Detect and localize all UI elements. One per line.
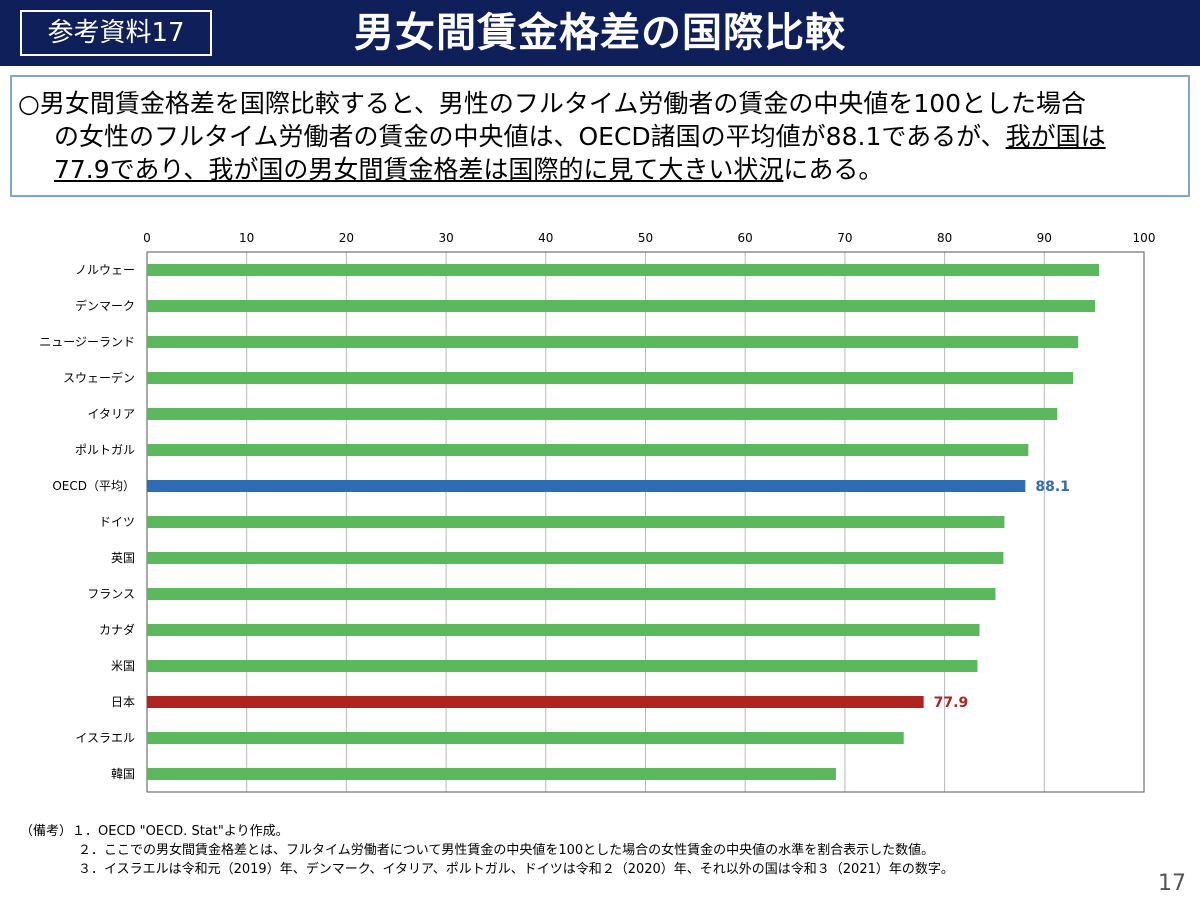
- data-label: 88.1: [1035, 479, 1070, 495]
- underlined-text: 77.9であり、我が国の男女間賃金格差は国際的に見て大きい状況: [54, 155, 784, 184]
- summary-text: ○男女間賃金格差を国際比較すると、男性のフルタイム労働者の賃金の中央値を100と…: [18, 87, 1178, 186]
- data-label: 77.9: [934, 695, 969, 711]
- category-label: ドイツ: [99, 515, 135, 529]
- x-tick-label: 100: [1133, 231, 1156, 245]
- bar: [147, 372, 1074, 384]
- category-label: イスラエル: [75, 731, 135, 745]
- bar: [147, 408, 1058, 420]
- bar: [147, 696, 924, 708]
- notes: （備考）１．OECD "OECD. Stat"より作成。 ２．ここでの男女間賃金…: [20, 822, 1180, 879]
- summary-line-1: ○男女間賃金格差を国際比較すると、男性のフルタイム労働者の賃金の中央値を100と…: [18, 89, 1087, 118]
- category-label: イタリア: [87, 407, 135, 421]
- bar: [147, 660, 978, 672]
- bar: [147, 768, 836, 780]
- bar: [147, 264, 1100, 276]
- bar: [147, 480, 1026, 492]
- bar: [147, 624, 980, 636]
- bar: [147, 552, 1004, 564]
- category-label: 米国: [111, 659, 135, 673]
- note-2: ２．ここでの男女間賃金格差とは、フルタイム労働者について男性賃金の中央値を100…: [78, 843, 935, 858]
- reference-badge: 参考資料17: [20, 10, 212, 56]
- bar: [147, 588, 996, 600]
- category-label: フランス: [87, 587, 135, 601]
- page-number: 17: [1158, 871, 1186, 896]
- category-label: スウェーデン: [63, 370, 135, 385]
- category-label: 日本: [111, 695, 135, 709]
- category-label: OECD（平均）: [52, 479, 135, 493]
- x-tick-label: 80: [937, 231, 952, 245]
- summary-line-3: 77.9であり、我が国の男女間賃金格差は国際的に見て大きい状況にある。: [54, 155, 884, 184]
- bar: [147, 336, 1079, 348]
- header-bar: 参考資料17 男女間賃金格差の国際比較: [0, 0, 1200, 66]
- category-label: ニュージーランド: [39, 335, 135, 349]
- summary-line-2: の女性のフルタイム労働者の賃金の中央値は、OECD諸国の平均値が88.1であるが…: [54, 122, 1106, 151]
- bullet-icon: ○: [18, 89, 40, 118]
- x-tick-label: 90: [1037, 231, 1052, 245]
- bar: [147, 516, 1005, 528]
- category-label: デンマーク: [75, 298, 135, 313]
- x-tick-label: 0: [143, 231, 151, 245]
- x-tick-label: 70: [837, 231, 852, 245]
- note-3: ３．イスラエルは令和元（2019）年、デンマーク、イタリア、ポルトガル、ドイツは…: [78, 862, 954, 877]
- x-tick-label: 20: [339, 231, 354, 245]
- category-label: ポルトガル: [75, 443, 135, 457]
- note-1: （備考）１．OECD "OECD. Stat"より作成。: [20, 824, 289, 839]
- x-tick-label: 30: [438, 231, 453, 245]
- bar: [147, 444, 1029, 456]
- category-label: 英国: [111, 551, 135, 565]
- page-title: 男女間賃金格差の国際比較: [354, 10, 846, 56]
- category-label: 韓国: [111, 767, 135, 781]
- summary-box: ○男女間賃金格差を国際比較すると、男性のフルタイム労働者の賃金の中央値を100と…: [10, 75, 1190, 197]
- bar: [147, 300, 1096, 312]
- underlined-text: 我が国は: [1005, 122, 1106, 151]
- x-tick-label: 10: [239, 231, 254, 245]
- bar-chart: 0 10 20 30 40 50 60 70 80 90 100 ノルウェーデンマークニュージーランド…: [39, 231, 1156, 793]
- bar: [147, 732, 904, 744]
- category-label: ノルウェー: [75, 263, 135, 277]
- x-tick-label: 40: [538, 231, 553, 245]
- category-label: カナダ: [99, 622, 135, 637]
- x-tick-label: 60: [738, 231, 753, 245]
- x-tick-label: 50: [638, 231, 653, 245]
